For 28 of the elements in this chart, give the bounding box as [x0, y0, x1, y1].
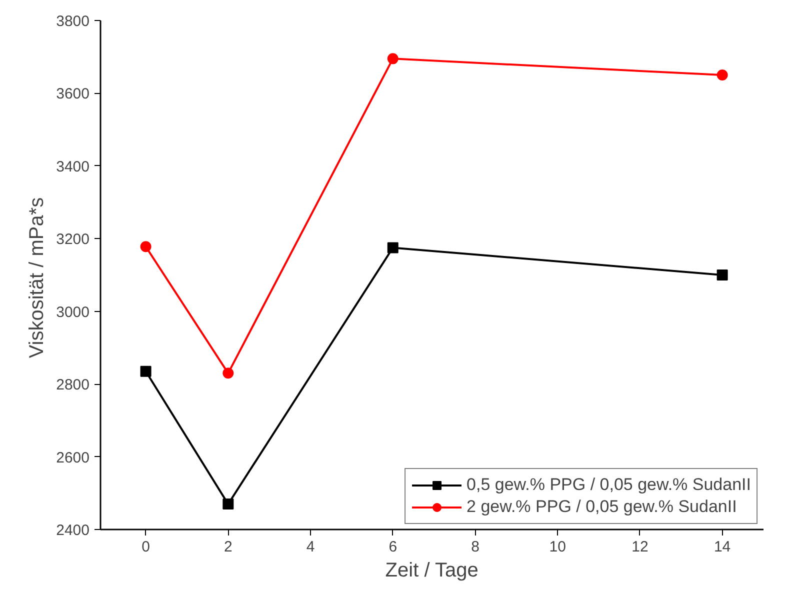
x-tick-label: 0: [142, 538, 150, 556]
point: [387, 53, 398, 64]
point: [140, 366, 152, 377]
y-tick-label: 3800: [56, 13, 90, 30]
y-tick-label: 3600: [56, 86, 90, 103]
point: [222, 498, 234, 510]
legend-label: 0,5 gew.% PPG / 0,05 gew.% SudanII: [466, 475, 751, 495]
x-tick-label: 6: [388, 538, 398, 556]
x-tick-label: 14: [714, 538, 731, 556]
x-tick-label: 4: [306, 538, 315, 556]
point: [222, 368, 234, 379]
x-tick-label: 2: [224, 538, 232, 556]
x-tick-label: 8: [471, 538, 480, 556]
y-tick-label: 2600: [56, 449, 90, 466]
y-tick-label: 3400: [56, 158, 90, 176]
y-tick-label: 3200: [56, 231, 90, 248]
x-tick-label: 10: [549, 538, 566, 556]
y-tick-label: 2400: [56, 522, 90, 539]
point: [716, 70, 728, 81]
point: [140, 241, 152, 252]
y-tick-label: 2800: [56, 376, 90, 394]
x-axis-title: Zeit / Tage: [385, 560, 478, 582]
x-tick-label: 12: [632, 538, 648, 556]
y-tick-label: 3000: [56, 304, 90, 321]
y-axis-title: Viskosität / mPa*s: [26, 197, 48, 358]
point: [387, 242, 398, 254]
legend-label: 2 gew.% PPG / 0,05 gew.% SudanII: [466, 497, 737, 517]
point: [716, 270, 728, 280]
